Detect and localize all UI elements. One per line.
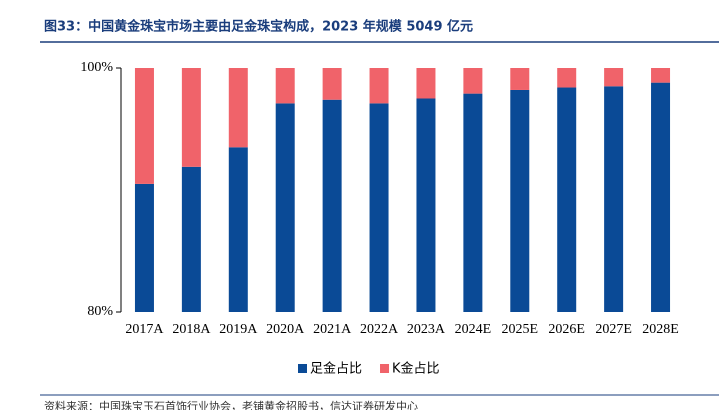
- x-tick-label: 2019A: [219, 322, 258, 337]
- x-tick-label: 2021A: [313, 322, 352, 337]
- bar-segment: [463, 68, 483, 94]
- x-tick-label: 2025E: [502, 322, 539, 337]
- source: 资料来源：中国珠宝玉石首饰行业协会，老铺黄金招股书，信达证券研发中心: [44, 399, 418, 410]
- legend-label: K金占比: [392, 361, 440, 377]
- bar-segment: [228, 147, 248, 312]
- bar-segment: [369, 68, 389, 104]
- x-tick-label: 2024E: [455, 322, 492, 337]
- bar-segment: [463, 93, 483, 313]
- bar-segment: [604, 68, 624, 87]
- bar-segment: [181, 68, 201, 167]
- bar-segment: [228, 68, 248, 148]
- y-tick-label: 80%: [87, 304, 113, 319]
- x-tick-label: 2018A: [172, 322, 211, 337]
- x-tick-label: 2020A: [266, 322, 305, 337]
- bar-segment: [322, 99, 342, 312]
- bar-segment: [510, 68, 530, 90]
- bar-segment: [134, 183, 154, 312]
- bar-segment: [322, 68, 342, 100]
- bar-segment: [557, 87, 577, 313]
- chart-title: 图33：中国黄金珠宝市场主要由足金珠宝构成，2023 年规模 5049 亿元: [44, 19, 473, 35]
- x-tick-label: 2026E: [548, 322, 585, 337]
- x-tick-label: 2028E: [642, 322, 679, 337]
- bar-segment: [181, 166, 201, 312]
- x-tick-label: 2023A: [407, 322, 446, 337]
- bar-segment: [651, 82, 671, 312]
- bar-segment: [369, 103, 389, 312]
- x-tick-label: 2027E: [595, 322, 632, 337]
- x-tick-label: 2017A: [125, 322, 164, 337]
- bar-segment: [275, 103, 295, 312]
- bar-segment: [604, 86, 624, 312]
- y-tick-label: 100%: [80, 60, 113, 75]
- bar-segment: [510, 89, 530, 313]
- legend-label: 足金占比: [310, 361, 362, 377]
- legend-swatch: [298, 364, 307, 373]
- bar-segment: [134, 68, 154, 184]
- legend-swatch: [380, 364, 390, 373]
- bar-segment: [416, 98, 436, 312]
- bar-segment: [651, 68, 671, 83]
- bar-segment: [275, 68, 295, 104]
- bar-segment: [416, 68, 436, 99]
- x-tick-label: 2022A: [360, 322, 399, 337]
- bar-segment: [557, 68, 577, 88]
